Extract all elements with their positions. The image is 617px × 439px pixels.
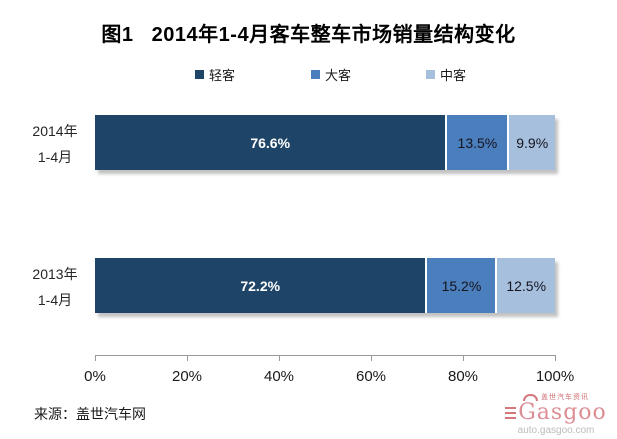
bar-segment-大客: 13.5% (447, 115, 510, 170)
axis-tick (279, 355, 280, 361)
axis-tick-label: 100% (535, 368, 575, 385)
bar-segment-大客: 15.2% (427, 258, 498, 313)
logo-top-text: 盖世汽车资讯 (541, 394, 589, 401)
axis-tick (463, 355, 464, 361)
axis-tick (555, 355, 556, 361)
x-axis-line (95, 355, 556, 356)
legend-item: 中客 (426, 65, 466, 84)
axis-tick-label: 80% (447, 368, 479, 385)
legend-swatch (195, 70, 204, 79)
axis-tick (95, 355, 96, 361)
axis-tick (187, 355, 188, 361)
legend: 轻客 大客 中客 (0, 65, 617, 84)
chart-title: 图1 2014年1-4月客车整车市场销量结构变化 (101, 24, 516, 46)
bar-row: 72.2% 15.2% 12.5% (95, 258, 555, 313)
legend-item: 轻客 (195, 65, 235, 84)
stripes-icon (505, 406, 517, 420)
axis-tick-label: 20% (171, 368, 203, 385)
axis-tick-label: 60% (355, 368, 387, 385)
bar-segment-中客: 9.9% (509, 115, 555, 170)
gasgoo-logo: 盖世汽车资讯 Gasgoo auto.gasgoo.com (501, 392, 611, 436)
logo-name: Gasgoo (518, 400, 607, 425)
axis-tick (371, 355, 372, 361)
bar-segment-轻客: 76.6% (95, 115, 448, 170)
legend-swatch (426, 70, 435, 79)
bar-row: 76.6% 13.5% 9.9% (95, 115, 555, 170)
bar-segment-轻客: 72.2% (95, 258, 428, 313)
axis-tick-label: 0% (84, 368, 106, 385)
source-note: 来源：盖世汽车网 (34, 406, 146, 422)
legend-label: 中客 (440, 68, 467, 83)
logo-domain: auto.gasgoo.com (517, 425, 595, 436)
legend-label: 大客 (325, 68, 352, 83)
legend-item: 大客 (311, 65, 351, 84)
bar-segment-中客: 12.5% (497, 258, 555, 313)
axis-tick-label: 40% (263, 368, 295, 385)
legend-label: 轻客 (209, 68, 236, 83)
car-icon (523, 394, 538, 401)
category-label: 2013年 1-4月 (32, 266, 78, 308)
legend-swatch (311, 70, 320, 79)
category-label: 2014年 1-4月 (32, 123, 78, 165)
